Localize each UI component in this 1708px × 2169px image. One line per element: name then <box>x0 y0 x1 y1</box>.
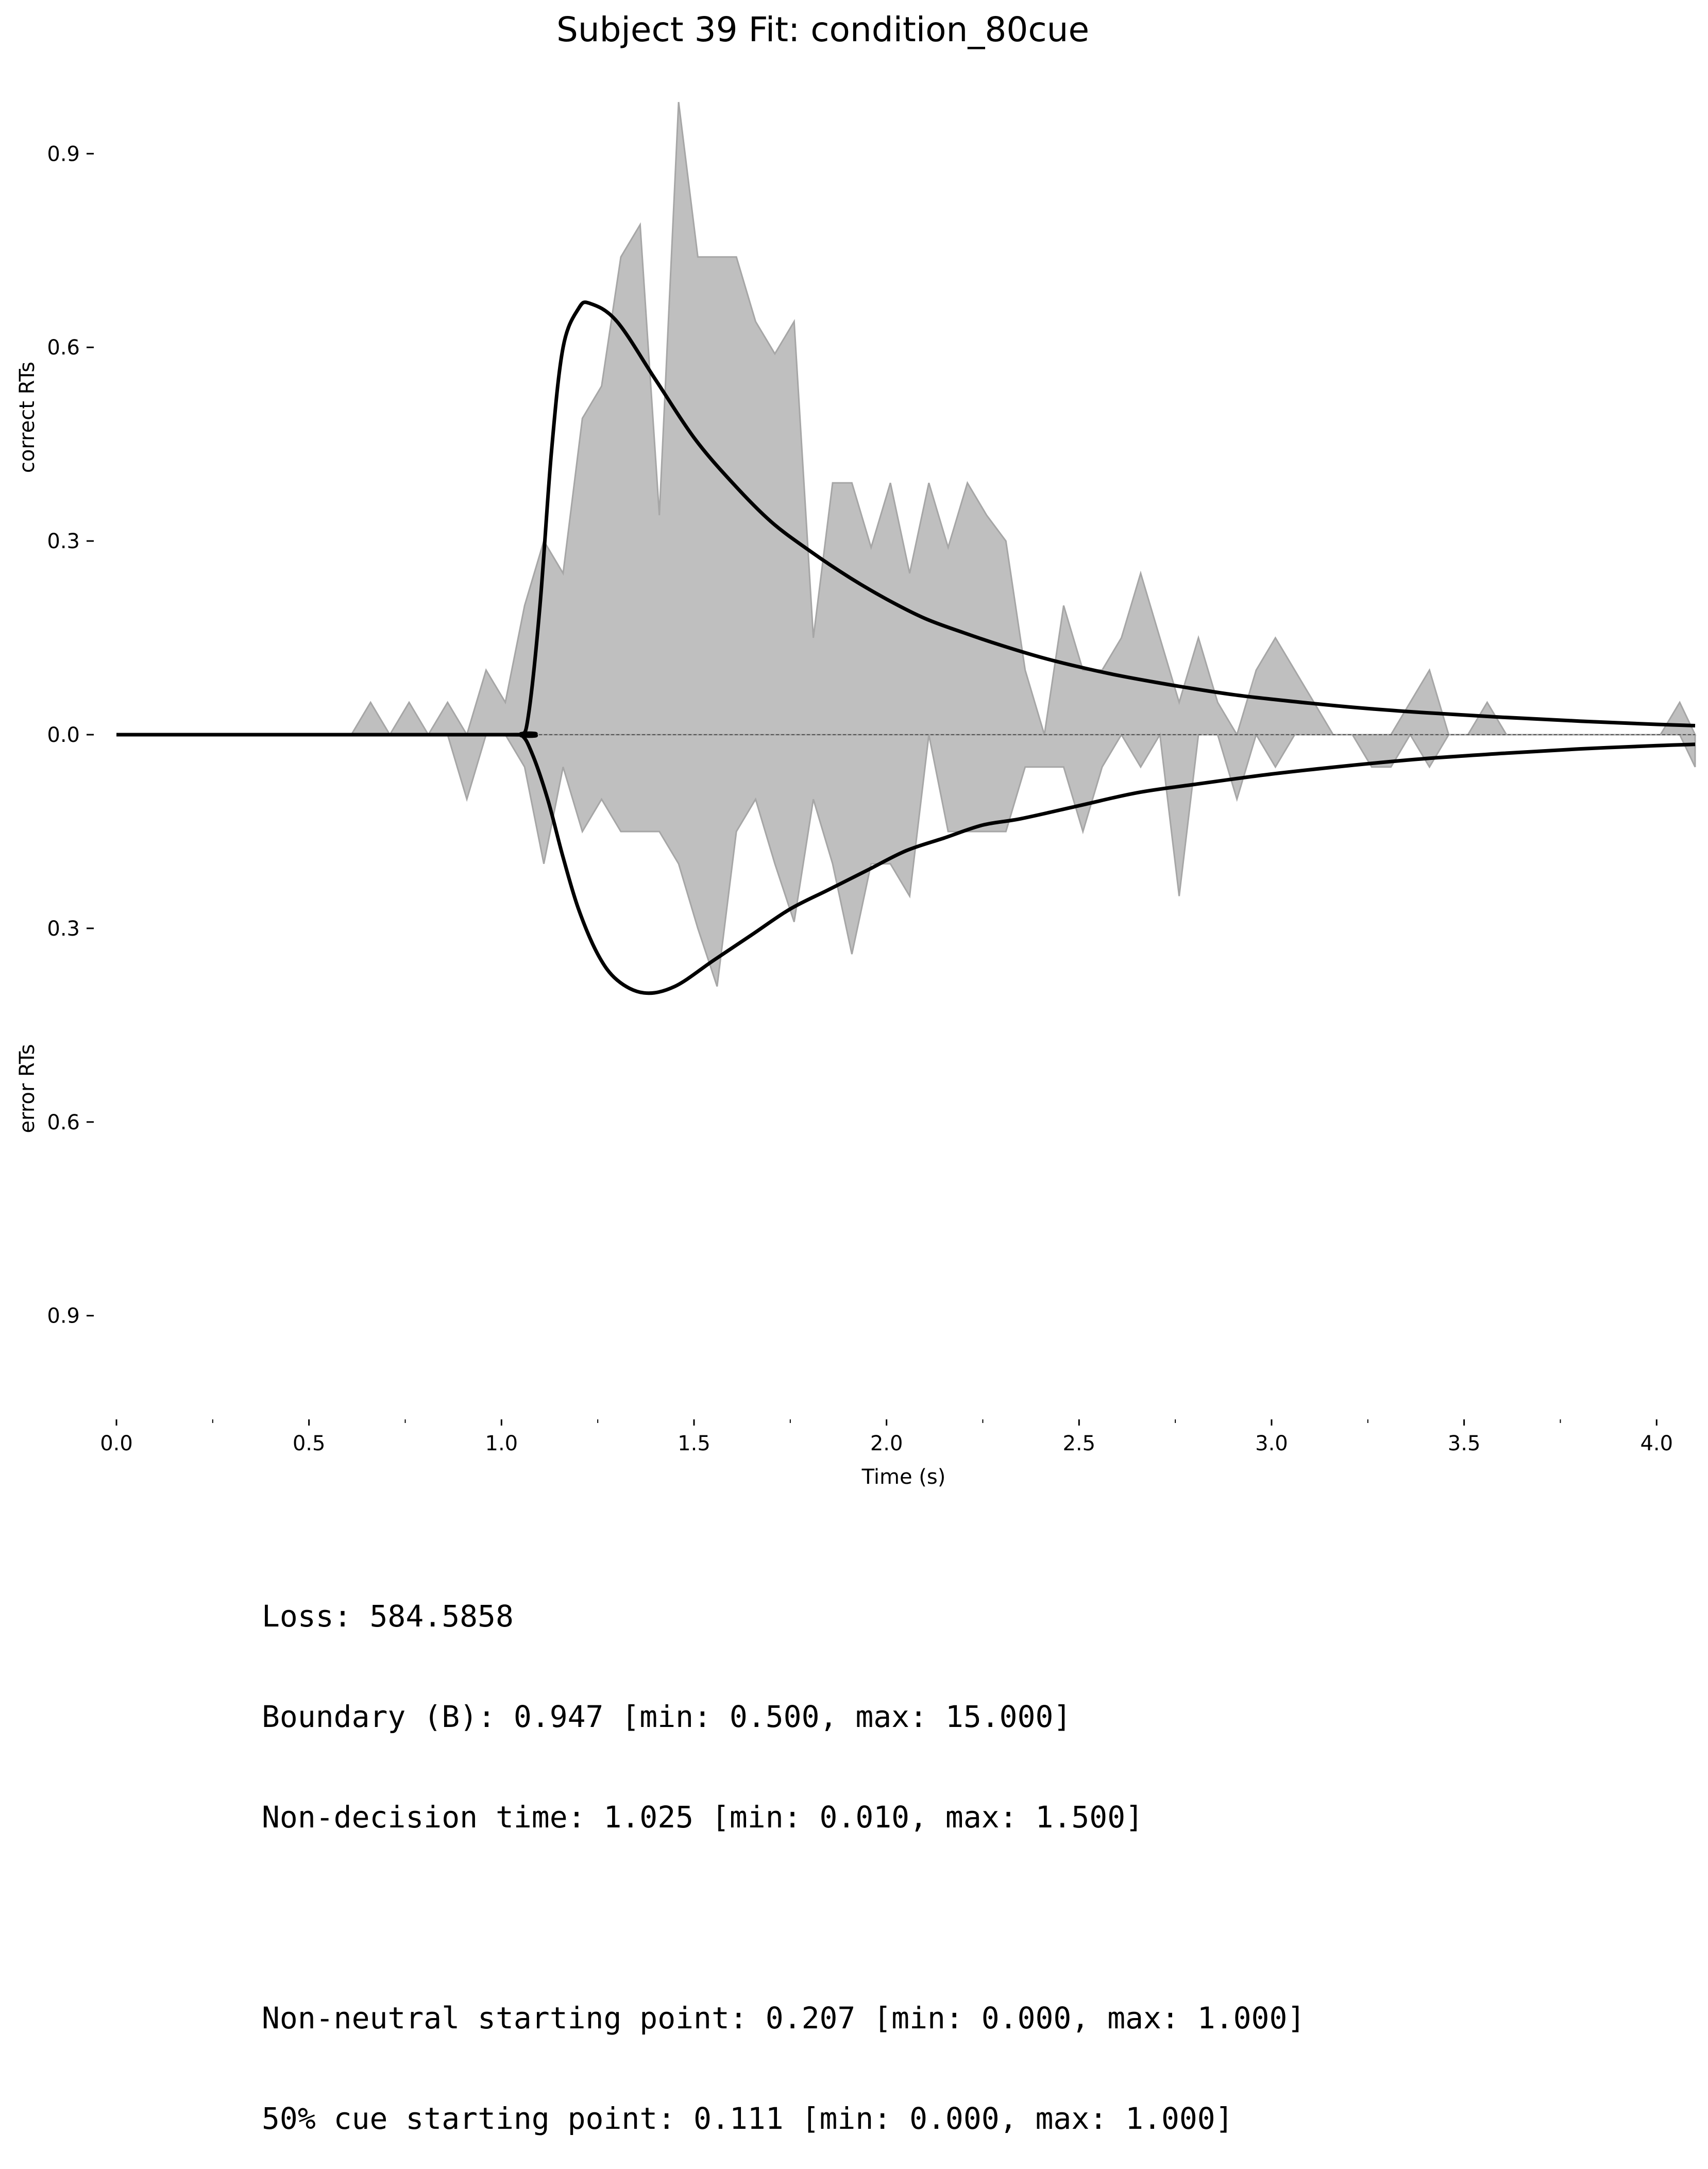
x-tick-label: 3.5 <box>1448 1432 1481 1455</box>
chart-title: Subject 39 Fit: condition_80cue <box>556 10 1089 49</box>
error-rt-histogram <box>116 732 1696 987</box>
y-axis-ticks: 0.9 0.6 0.3 0.0 0.3 0.6 0.9 <box>47 142 94 1328</box>
histogram-layer <box>116 101 1697 987</box>
y-tick-label: 0.6 <box>47 336 80 360</box>
x-tick-label: 1.5 <box>678 1432 711 1455</box>
y-tick-label: 0.0 <box>47 723 80 747</box>
fit-statistics: Loss: 584.5858 Boundary (B): 0.947 [min:… <box>262 1533 1305 2169</box>
y-axis-label-correct: correct RTs <box>15 362 39 473</box>
x-tick-label: 4.0 <box>1640 1432 1673 1455</box>
boundary-line: Boundary (B): 0.947 [min: 0.500, max: 15… <box>262 1699 1072 1734</box>
y-tick-label: 0.6 <box>47 1111 80 1134</box>
x-tick-label: 0.5 <box>293 1432 326 1455</box>
y-tick-label: 0.9 <box>47 1304 80 1328</box>
model-correct-curve <box>116 300 1696 738</box>
non-neutral-start-line: Non-neutral starting point: 0.207 [min: … <box>262 2001 1306 2036</box>
x-tick-label: 1.0 <box>485 1432 518 1455</box>
chart: Subject 39 Fit: condition_80cue 0.0 0.5 1.… <box>15 10 1697 1489</box>
y-axis-label-error: error RTs <box>15 1044 39 1133</box>
non-decision-line: Non-decision time: 1.025 [min: 0.010, ma… <box>262 1800 1144 1835</box>
x-tick-label: 2.5 <box>1062 1432 1095 1455</box>
model-error-curve <box>116 731 1696 995</box>
x-axis-ticks: 0.0 0.5 1.0 1.5 2.0 2.5 3.0 3.5 4.0 <box>100 1419 1673 1455</box>
loss-line: Loss: 584.5858 <box>262 1599 514 1634</box>
x-tick-label: 3.0 <box>1255 1432 1288 1455</box>
x-axis-label: Time (s) <box>861 1465 946 1489</box>
cue50-start-line: 50% cue starting point: 0.111 [min: 0.00… <box>262 2101 1233 2136</box>
model-curves-layer <box>116 300 1696 995</box>
x-tick-label: 2.0 <box>870 1432 903 1455</box>
y-tick-label: 0.3 <box>47 530 80 553</box>
y-tick-label: 0.9 <box>47 142 80 166</box>
blank-line <box>262 1901 1305 1935</box>
y-tick-label: 0.3 <box>47 917 80 941</box>
correct-rt-histogram <box>116 101 1697 737</box>
x-tick-label: 0.0 <box>100 1432 133 1455</box>
